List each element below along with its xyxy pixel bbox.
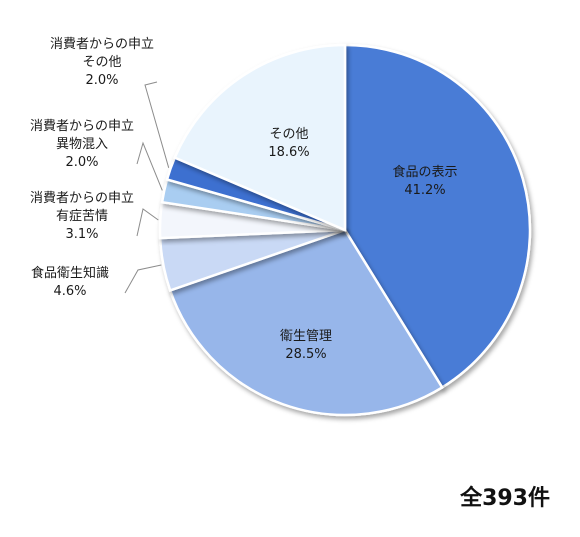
slice-label: 食品の表示 41.2%	[392, 164, 457, 198]
slice-category-label: 消費者からの申立	[30, 191, 134, 206]
slice-label: 消費者からの申立異物混入 2.0%	[30, 119, 134, 170]
slice-category-label: 消費者からの申立	[30, 119, 134, 134]
slice-label: 食品衛生知識 4.6%	[31, 265, 109, 299]
slice-labels: 食品の表示 41.2%衛生管理 28.5%食品衛生知識 4.6%消費者からの申立有症苦…	[30, 37, 458, 362]
slice-category-label: 衛生管理	[280, 329, 332, 344]
leader-line	[124, 264, 162, 294]
leader-line	[136, 141, 163, 191]
pie-slices	[158, 43, 532, 417]
slice-value-label: 41.2%	[404, 183, 445, 198]
slice-value-label: 2.0%	[85, 73, 118, 88]
slice-category-label: 消費者からの申立	[50, 37, 154, 52]
slice-category-label: 食品衛生知識	[31, 265, 109, 281]
slice-category-label: その他	[269, 127, 308, 142]
slice-category-label: 食品の表示	[392, 164, 457, 180]
slice-label: その他 18.6%	[268, 127, 309, 160]
total-count: 全393件	[460, 486, 550, 511]
slice-value-label: 3.1%	[65, 227, 98, 242]
slice-label: 衛生管理 28.5%	[280, 329, 332, 362]
leader-lines	[124, 81, 170, 294]
slice-value-label: 4.6%	[53, 284, 86, 299]
slice-category-label: 異物混入	[56, 137, 108, 152]
pie-slice	[343, 43, 532, 390]
pie-slice	[173, 43, 347, 232]
leader-line	[136, 208, 159, 237]
slice-value-label: 2.0%	[65, 155, 98, 170]
slice-value-label: 18.6%	[268, 145, 309, 160]
pie-slice	[168, 228, 444, 417]
slice-value-label: 28.5%	[285, 347, 326, 362]
slice-category-label: その他	[82, 55, 121, 70]
slice-category-label: 有症苦情	[56, 208, 108, 224]
slice-label: 消費者からの申立その他 2.0%	[50, 37, 154, 88]
slice-label: 消費者からの申立有症苦情 3.1%	[30, 191, 134, 242]
leader-line	[144, 81, 170, 168]
